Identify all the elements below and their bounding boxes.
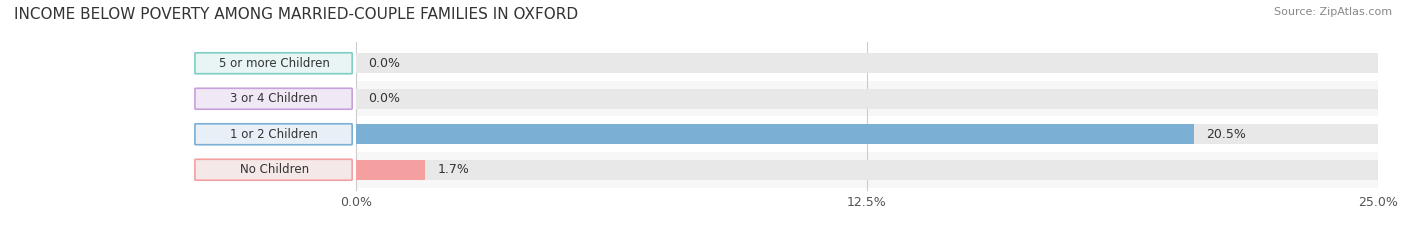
Text: No Children: No Children — [239, 163, 309, 176]
Bar — [356, 160, 425, 179]
Text: Source: ZipAtlas.com: Source: ZipAtlas.com — [1274, 7, 1392, 17]
Text: 1 or 2 Children: 1 or 2 Children — [231, 128, 318, 141]
Text: 0.0%: 0.0% — [368, 92, 401, 105]
Text: INCOME BELOW POVERTY AMONG MARRIED-COUPLE FAMILIES IN OXFORD: INCOME BELOW POVERTY AMONG MARRIED-COUPL… — [14, 7, 578, 22]
Text: 0.0%: 0.0% — [368, 57, 401, 70]
Text: 5 or more Children: 5 or more Children — [219, 57, 330, 70]
Bar — [356, 81, 1378, 116]
Bar — [356, 116, 1378, 152]
Bar — [356, 152, 1378, 188]
FancyBboxPatch shape — [195, 159, 352, 180]
Bar — [356, 124, 1194, 144]
FancyBboxPatch shape — [195, 124, 352, 145]
Bar — [356, 160, 1378, 179]
Bar — [356, 89, 1378, 109]
FancyBboxPatch shape — [195, 53, 352, 74]
Bar — [356, 45, 1378, 81]
Bar — [356, 124, 1378, 144]
Text: 20.5%: 20.5% — [1206, 128, 1246, 141]
Bar — [356, 54, 1378, 73]
Text: 1.7%: 1.7% — [437, 163, 470, 176]
Text: 3 or 4 Children: 3 or 4 Children — [231, 92, 318, 105]
FancyBboxPatch shape — [195, 88, 352, 109]
